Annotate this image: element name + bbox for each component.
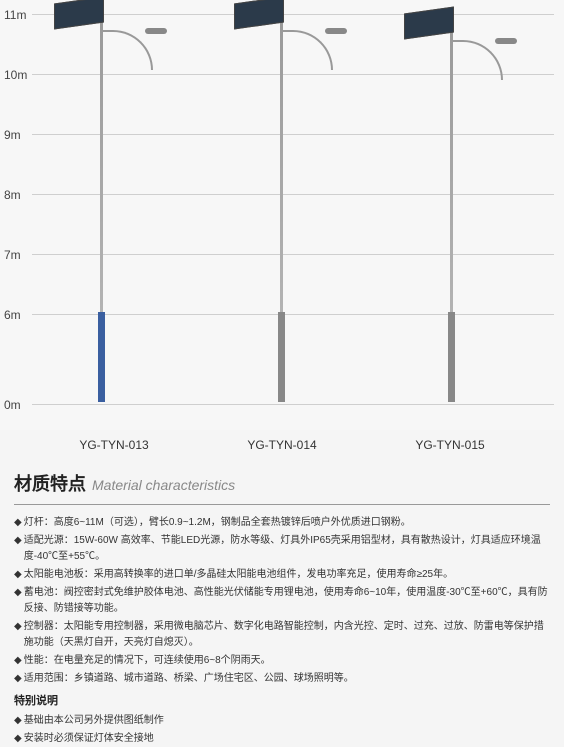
spec-item: ◆太阳能电池板：采用高转换率的进口单/多晶硅太阳能电池组件，发电功率充足，使用寿… [14,567,550,583]
solar-panel-icon [54,0,104,30]
street-lamp [450,20,453,402]
y-axis-label: 6m [4,308,21,322]
street-lamp [100,10,103,402]
spec-item: ◆适用范围：乡镇道路、城市道路、桥梁、广场住宅区、公园、球场照明等。 [14,671,550,687]
y-axis-label: 0m [4,398,21,412]
spec-item: ◆安装时必须保证灯体安全接地 [14,731,550,747]
bullet-icon: ◆ [14,671,22,687]
product-labels-row: YG-TYN-013 YG-TYN-014 YG-TYN-015 [0,430,564,452]
bullet-icon: ◆ [14,533,22,565]
gridline [32,404,554,405]
lamp-arm [453,40,503,80]
gridline [32,14,554,15]
lamp-base [278,312,285,402]
spec-item: ◆控制器：太阳能专用控制器，采用微电脑芯片、数字化电路智能控制，内含光控、定时、… [14,619,550,651]
gridline [32,254,554,255]
bullet-icon: ◆ [14,619,22,651]
product-label: YG-TYN-013 [34,438,194,452]
bullet-icon: ◆ [14,731,22,747]
height-chart: 11m 10m 9m 8m 7m 6m 0m [0,0,564,430]
bullet-icon: ◆ [14,515,22,531]
lamp-head [325,28,347,34]
section-title: 材质特点 Material characteristics [14,470,550,496]
spec-text: 性能：在电量充足的情况下，可连续使用6~8个阴雨天。 [24,653,550,669]
lamp-base [98,312,105,402]
lamp-arm [103,30,153,70]
bullet-icon: ◆ [14,653,22,669]
spec-item: ◆性能：在电量充足的情况下，可连续使用6~8个阴雨天。 [14,653,550,669]
spec-item: ◆适配光源：15W-60W 高效率、节能LED光源，防水等级、灯具外IP65壳采… [14,533,550,565]
spec-item: ◆蓄电池：阀控密封式免维护胶体电池、高性能光伏储能专用锂电池，使用寿命6~10年… [14,585,550,617]
spec-text: 安装时必须保证灯体安全接地 [24,731,550,747]
lamp-arm [283,30,333,70]
spec-text: 灯杆：高度6~11M（可选），臂长0.9~1.2M，钢制品全套热镀锌后喷户外优质… [24,515,550,531]
section-title-en: Material characteristics [92,477,235,493]
y-axis-label: 7m [4,248,21,262]
spec-list: ◆灯杆：高度6~11M（可选），臂长0.9~1.2M，钢制品全套热镀锌后喷户外优… [14,515,550,747]
bullet-icon: ◆ [14,567,22,583]
y-axis-label: 11m [4,8,26,22]
spec-text: 适用范围：乡镇道路、城市道路、桥梁、广场住宅区、公园、球场照明等。 [24,671,550,687]
spec-text: 基础由本公司另外提供图纸制作 [24,713,550,729]
solar-panel-icon [234,0,284,30]
lamp-head [145,28,167,34]
bullet-icon: ◆ [14,585,22,617]
gridline [32,314,554,315]
lamp-head [495,38,517,44]
y-axis-label: 9m [4,128,21,142]
solar-panel-icon [404,6,454,39]
section-title-cn: 材质特点 [14,470,86,496]
spec-text: 太阳能电池板：采用高转换率的进口单/多晶硅太阳能电池组件，发电功率充足，使用寿命… [24,567,550,583]
street-lamp [280,10,283,402]
gridline [32,194,554,195]
y-axis-label: 8m [4,188,21,202]
bullet-icon: ◆ [14,713,22,729]
lamp-base [448,312,455,402]
spec-item: ◆基础由本公司另外提供图纸制作 [14,713,550,729]
divider [14,504,550,505]
spec-text: 蓄电池：阀控密封式免维护胶体电池、高性能光伏储能专用锂电池，使用寿命6~10年，… [24,585,550,617]
product-label: YG-TYN-015 [370,438,530,452]
y-axis-label: 10m [4,68,27,82]
spec-text: 控制器：太阳能专用控制器，采用微电脑芯片、数字化电路智能控制，内含光控、定时、过… [24,619,550,651]
spec-text: 适配光源：15W-60W 高效率、节能LED光源，防水等级、灯具外IP65壳采用… [24,533,550,565]
product-label: YG-TYN-014 [202,438,362,452]
gridline [32,134,554,135]
spec-item: ◆灯杆：高度6~11M（可选），臂长0.9~1.2M，钢制品全套热镀锌后喷户外优… [14,515,550,531]
